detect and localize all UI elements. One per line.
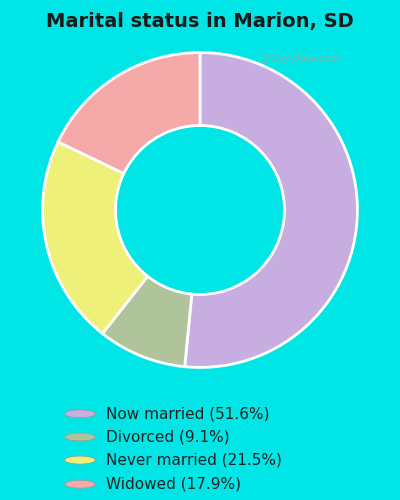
Circle shape	[65, 433, 95, 441]
Text: Never married (21.5%): Never married (21.5%)	[106, 452, 282, 468]
Text: Now married (51.6%): Now married (51.6%)	[106, 406, 270, 422]
Text: Widowed (17.9%): Widowed (17.9%)	[106, 477, 241, 492]
Circle shape	[65, 456, 95, 464]
Text: Divorced (9.1%): Divorced (9.1%)	[106, 430, 230, 444]
Wedge shape	[102, 276, 192, 366]
Circle shape	[65, 410, 95, 418]
Text: ⓘ City-Data.com: ⓘ City-Data.com	[260, 53, 339, 63]
Wedge shape	[185, 52, 358, 368]
Text: Marital status in Marion, SD: Marital status in Marion, SD	[46, 12, 354, 32]
Wedge shape	[58, 52, 200, 174]
Circle shape	[65, 480, 95, 488]
Wedge shape	[42, 142, 148, 334]
